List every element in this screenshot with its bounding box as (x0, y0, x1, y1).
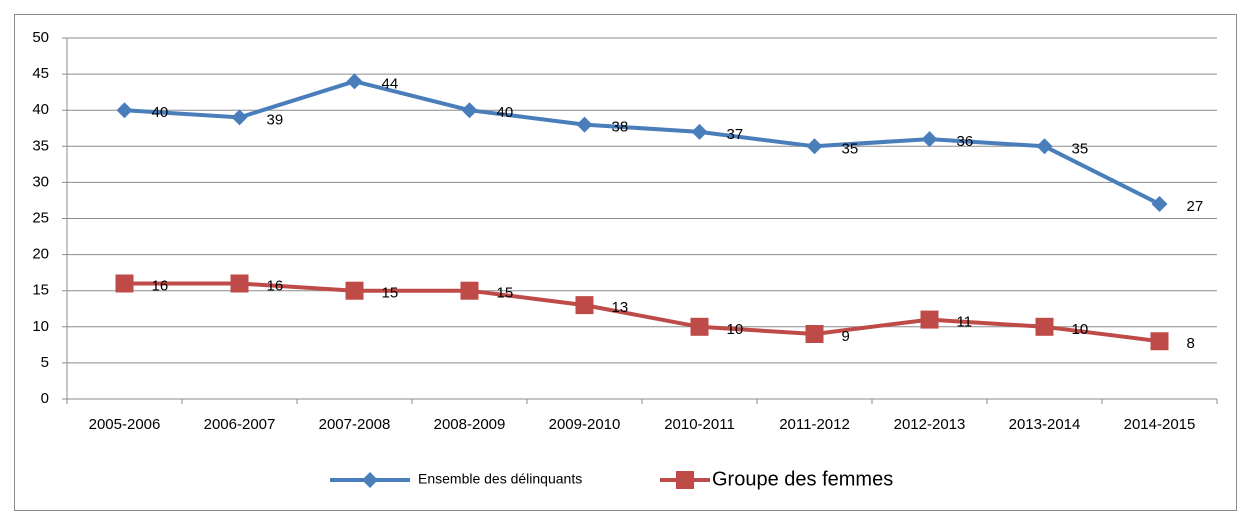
data-label: 10 (1072, 321, 1089, 338)
data-label: 15 (382, 285, 399, 302)
x-tick-label: 2007-2008 (319, 416, 391, 433)
data-point (691, 123, 708, 140)
data-label: 8 (1187, 335, 1195, 352)
legend-marker (676, 471, 694, 489)
x-tick-label: 2011-2012 (779, 416, 850, 433)
series-line (124, 79, 1161, 206)
x-tick-label: 2006-2007 (204, 416, 276, 433)
x-tick-label: 2012-2013 (894, 416, 966, 433)
data-label: 15 (497, 285, 514, 302)
data-point (806, 138, 823, 155)
y-tick-label: 0 (41, 390, 49, 407)
data-label: 40 (152, 104, 169, 121)
data-point (1151, 196, 1168, 213)
data-label: 37 (727, 126, 744, 143)
x-tick-label: 2009-2010 (549, 416, 621, 433)
data-point (345, 281, 364, 300)
data-label: 11 (957, 314, 973, 331)
data-point (346, 73, 363, 90)
chart-border (14, 14, 1237, 511)
data-point (1150, 332, 1169, 351)
data-label: 38 (612, 119, 629, 136)
data-label: 9 (842, 328, 850, 345)
legend-label: Groupe des femmes (712, 468, 893, 490)
data-label: 35 (1072, 140, 1089, 157)
data-point (920, 310, 939, 329)
x-tick-label: 2005-2006 (89, 416, 161, 433)
y-tick-label: 50 (32, 29, 49, 46)
data-point (805, 325, 824, 344)
legend-label: Ensemble des délinquants (418, 471, 582, 487)
data-label: 16 (267, 277, 284, 294)
x-tick-label: 2010-2011 (664, 416, 735, 433)
data-point (1035, 317, 1054, 336)
data-label: 40 (497, 104, 514, 121)
y-tick-label: 15 (32, 282, 49, 299)
x-tick-label: 2013-2014 (1009, 416, 1081, 433)
data-point (460, 281, 479, 300)
data-point (231, 109, 248, 126)
data-label: 35 (842, 140, 859, 157)
y-tick-label: 5 (41, 354, 49, 371)
data-point (921, 131, 938, 148)
data-label: 13 (612, 299, 629, 316)
series-line (124, 281, 1160, 344)
data-point (576, 116, 593, 133)
data-label: 16 (152, 277, 169, 294)
x-tick-label: 2008-2009 (434, 416, 506, 433)
y-tick-label: 40 (32, 101, 49, 118)
y-tick-label: 20 (32, 246, 49, 263)
data-point (115, 274, 134, 293)
data-point (230, 274, 249, 293)
data-label: 44 (382, 75, 399, 92)
x-tick-label: 2014-2015 (1124, 416, 1196, 433)
data-point (1036, 138, 1053, 155)
legend-marker (362, 472, 378, 488)
y-tick-label: 10 (32, 318, 49, 335)
y-tick-label: 45 (32, 65, 49, 82)
data-label: 36 (957, 133, 974, 150)
data-label: 39 (267, 111, 284, 128)
y-tick-label: 35 (32, 137, 49, 154)
y-tick-label: 30 (32, 173, 49, 190)
y-tick-label: 25 (32, 209, 49, 226)
data-point (690, 317, 709, 336)
data-point (116, 102, 133, 119)
data-label: 27 (1187, 198, 1204, 215)
data-label: 10 (727, 321, 744, 338)
data-point (575, 296, 594, 315)
data-point (461, 102, 478, 119)
